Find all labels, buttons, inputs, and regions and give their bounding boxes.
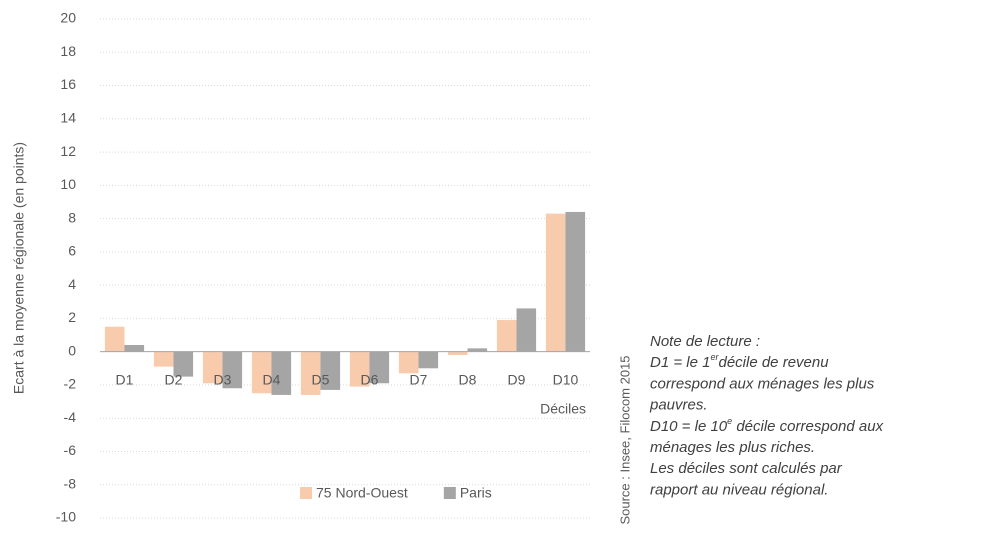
note-line: D10 = le 10e décile correspond aux (650, 416, 884, 435)
bar (516, 308, 537, 352)
bar (124, 345, 145, 352)
y-tick-label: 0 (68, 342, 76, 358)
note-line: Note de lecture : (650, 333, 760, 350)
legend-swatch (443, 487, 456, 499)
x-tick-label: D10 (553, 372, 579, 388)
x-tick-label: D2 (165, 372, 183, 388)
y-tick-label: 6 (68, 243, 76, 259)
note-line: correspond aux ménages les plus (650, 375, 875, 392)
note-text: pauvres. (649, 397, 708, 414)
bar (398, 351, 419, 374)
legend-label: 75 Nord-Ouest (316, 485, 408, 501)
note-text: décile correspond aux (732, 418, 883, 435)
bar (545, 213, 566, 352)
bar (173, 351, 194, 377)
legend-swatch (300, 487, 312, 499)
y-tick-label: 20 (60, 10, 76, 26)
bar (369, 351, 390, 384)
note-line: rapport au niveau régional. (650, 481, 828, 498)
note-line: D1 = le 1erdécile de revenu (650, 353, 829, 372)
y-tick-label: 14 (60, 110, 76, 126)
x-tick-label: D1 (116, 372, 134, 388)
y-tick-label: -4 (64, 409, 77, 425)
x-tick-label: D9 (508, 372, 526, 388)
bar (153, 351, 174, 367)
source: Source : Insee, Filocom 2015 (617, 355, 632, 524)
bar (349, 351, 370, 387)
note-text: ménages les plus riches. (650, 439, 815, 456)
note-superscript: er (710, 353, 719, 363)
bar (447, 351, 468, 355)
x-tick-label: D5 (312, 372, 330, 388)
y-tick-label: 2 (68, 309, 76, 325)
bar (565, 211, 586, 352)
bar (271, 351, 292, 395)
note-text: décile de revenu (718, 354, 829, 371)
note-line: ménages les plus riches. (650, 439, 815, 456)
bar (320, 351, 341, 390)
y-tick-label: 18 (60, 43, 76, 59)
x-axis-label: Déciles (540, 401, 586, 417)
bar (202, 351, 223, 384)
y-tick-label: -10 (56, 509, 76, 525)
bar (496, 320, 517, 352)
bar (222, 351, 243, 389)
note-text: Les déciles sont calculés par (650, 460, 843, 477)
y-tick-label: 16 (60, 76, 76, 92)
note-line: Les déciles sont calculés par (650, 460, 843, 477)
bar (467, 348, 488, 352)
x-tick-label: D8 (459, 372, 477, 388)
y-tick-label: -8 (64, 475, 77, 491)
note-text: Note de lecture : (650, 333, 760, 350)
note-text: D1 = le 1 (650, 354, 710, 371)
x-tick-label: D4 (263, 372, 281, 388)
note-text: correspond aux ménages les plus (650, 375, 875, 392)
x-tick-label: D7 (410, 372, 428, 388)
y-axis-label: Ecart à la moyenne régionale (en points) (11, 142, 27, 394)
legend-label: Paris (460, 485, 492, 501)
note-line: pauvres. (649, 397, 708, 414)
bar (300, 351, 321, 395)
bar (251, 351, 272, 394)
note-text: D10 = le 10 (650, 418, 728, 435)
y-tick-label: 10 (60, 176, 76, 192)
x-tick-label: D3 (214, 372, 232, 388)
note-superscript: e (727, 416, 732, 426)
x-tick-label: D6 (361, 372, 379, 388)
y-tick-label: 8 (68, 209, 76, 225)
note-text: rapport au niveau régional. (650, 481, 828, 498)
y-tick-label: -2 (64, 376, 77, 392)
y-tick-label: 12 (60, 143, 76, 159)
bar (418, 351, 439, 369)
y-tick-label: -6 (64, 442, 77, 458)
y-tick-label: 4 (68, 276, 76, 292)
bar (104, 326, 125, 352)
